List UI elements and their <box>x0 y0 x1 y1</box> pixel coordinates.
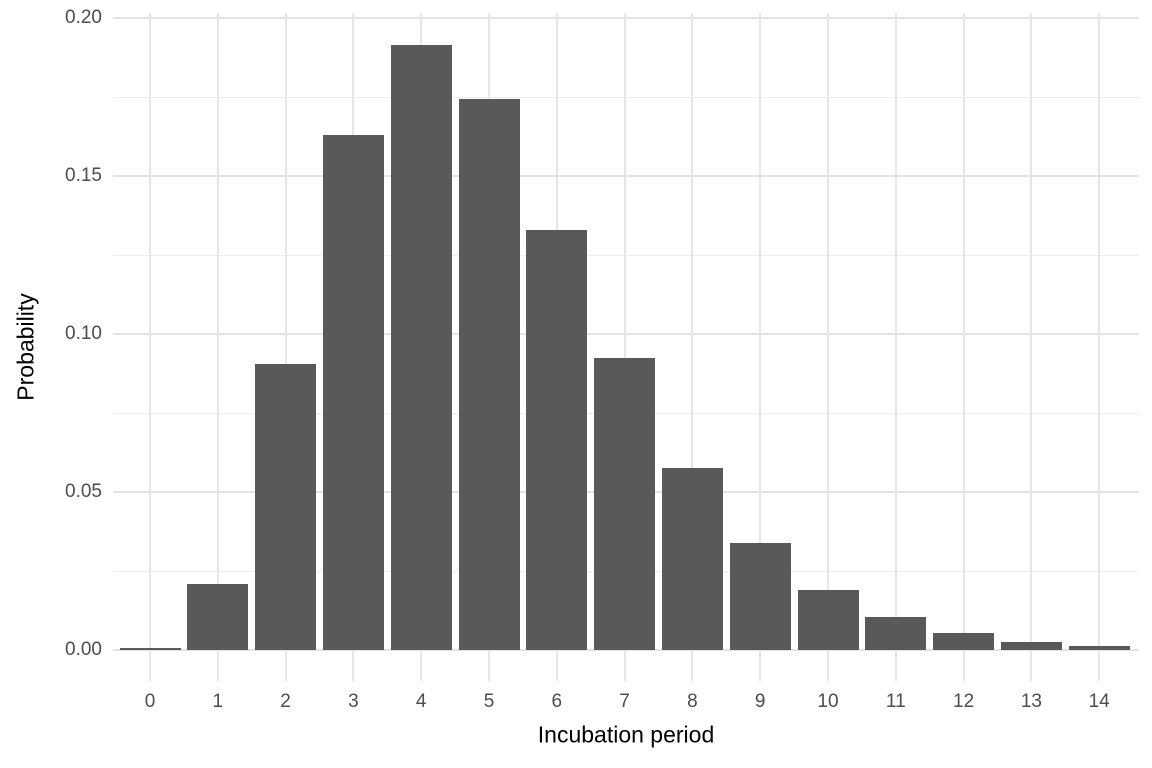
bar-x9 <box>729 543 791 650</box>
bar-x7 <box>594 358 656 650</box>
plot-panel <box>113 13 1139 681</box>
x-tick-label: 7 <box>619 691 630 712</box>
bar-x2 <box>255 364 317 650</box>
y-major-gridline <box>113 649 1139 651</box>
x-major-gridline <box>962 13 965 681</box>
x-tick-label: 13 <box>1020 691 1042 712</box>
x-tick-label: 11 <box>885 691 906 712</box>
y-tick-label: 0.20 <box>65 7 102 28</box>
x-tick-label: 14 <box>1088 691 1110 712</box>
bar-x12 <box>933 633 995 650</box>
x-major-gridline <box>894 13 897 681</box>
bar-x3 <box>322 135 384 650</box>
x-tick-label: 12 <box>953 691 975 712</box>
bar-x5 <box>458 99 520 650</box>
y-tick-label: 0.05 <box>65 481 102 502</box>
bar-x1 <box>187 584 249 650</box>
bar-x13 <box>1000 642 1062 650</box>
x-major-gridline <box>691 13 694 681</box>
x-axis-title: Incubation period <box>537 721 715 748</box>
y-axis-title: Probability <box>12 293 39 401</box>
x-major-gridline <box>149 13 151 681</box>
y-minor-gridline <box>113 255 1139 256</box>
x-tick-label: 9 <box>754 691 766 712</box>
y-tick-label: 0.00 <box>65 639 102 660</box>
bar-x11 <box>865 617 927 650</box>
y-major-gridline <box>113 17 1139 19</box>
x-major-gridline <box>759 13 762 681</box>
x-tick-label: 3 <box>348 691 359 712</box>
bar-x14 <box>1068 646 1130 650</box>
x-major-gridline <box>1098 13 1101 681</box>
y-minor-gridline <box>113 97 1139 98</box>
x-major-gridline <box>623 13 626 681</box>
bar-x8 <box>661 468 723 650</box>
x-tick-label: 10 <box>817 691 839 712</box>
x-major-gridline <box>1030 13 1033 681</box>
y-major-gridline <box>113 333 1139 335</box>
bar-x0 <box>119 648 181 650</box>
bar-x6 <box>526 230 588 650</box>
x-tick-label: 5 <box>483 691 495 712</box>
x-major-gridline <box>284 13 287 681</box>
x-tick-label: 2 <box>280 691 291 712</box>
x-major-gridline <box>827 13 829 681</box>
y-tick-label: 0.15 <box>65 165 102 186</box>
y-tick-label: 0.10 <box>65 323 102 344</box>
x-tick-label: 1 <box>212 691 224 712</box>
x-tick-label: 4 <box>415 691 427 712</box>
x-tick-label: 0 <box>144 691 156 712</box>
y-major-gridline <box>113 175 1139 177</box>
x-major-gridline <box>216 13 219 681</box>
bar-x10 <box>797 590 859 650</box>
x-tick-label: 8 <box>687 691 698 712</box>
bar-x4 <box>390 45 452 650</box>
x-tick-label: 6 <box>551 691 563 712</box>
